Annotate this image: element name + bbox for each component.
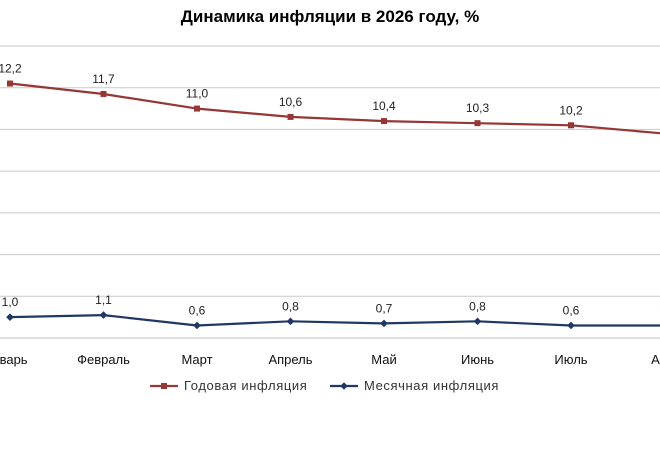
legend-label: Месячная инфляция (364, 378, 499, 393)
data-label: 10,3 (466, 101, 490, 115)
x-tick-label: Авгу (651, 352, 660, 367)
data-label: 11,0 (186, 87, 209, 101)
data-label: 10,2 (559, 103, 583, 117)
data-label: 0,6 (563, 303, 580, 317)
legend-label: Годовая инфляция (184, 378, 307, 393)
legend-marker (161, 383, 167, 389)
data-label: 0,8 (469, 299, 486, 313)
x-tick-label: Май (371, 352, 396, 367)
data-point (567, 321, 575, 330)
data-label: 1,0 (2, 295, 19, 309)
data-label: 0,6 (189, 303, 206, 317)
x-tick-label: Февраль (77, 352, 130, 367)
data-point (287, 113, 294, 120)
x-axis-labels: нварь Февраль Март Апрель Май Июнь Июль Авгу (0, 352, 660, 367)
data-point (381, 118, 387, 125)
legend-item: Месячная инфляция (330, 378, 499, 393)
series-annual: 12,211,711,010,610,410,310,29, (0, 62, 660, 135)
legend-marker (340, 382, 348, 390)
data-point (100, 90, 107, 97)
data-point (6, 313, 14, 321)
data-label: 10,6 (279, 95, 303, 109)
data-point (474, 120, 481, 127)
data-label: 12,2 (0, 62, 22, 76)
x-tick-label: Март (181, 352, 212, 367)
data-point (473, 317, 482, 326)
data-label: 11,7 (92, 72, 115, 86)
data-label: 0,7 (376, 301, 393, 315)
legend: Годовая инфляция Месячная инфляция (150, 378, 499, 393)
data-point (286, 317, 295, 326)
chart-title: Динамика инфляции в 2026 году, % (181, 7, 479, 26)
gridlines (0, 45, 660, 339)
x-tick-label: нварь (0, 352, 28, 367)
series-monthly: 1,01,10,60,80,70,80,60, (2, 293, 660, 330)
series-layer: 12,211,711,010,610,410,310,29,1,01,10,60… (0, 62, 660, 330)
data-label: 0,8 (282, 299, 299, 313)
x-tick-label: Июль (554, 352, 587, 367)
data-label: 1,1 (95, 293, 112, 307)
x-tick-label: Апрель (268, 352, 312, 367)
data-point (7, 80, 13, 87)
data-point (568, 122, 574, 129)
data-point (99, 311, 108, 319)
data-point (193, 321, 201, 330)
legend-item: Годовая инфляция (150, 378, 307, 393)
data-point (380, 319, 388, 328)
x-tick-label: Июнь (461, 352, 494, 367)
data-point (194, 105, 200, 112)
data-label: 10,4 (372, 99, 396, 113)
